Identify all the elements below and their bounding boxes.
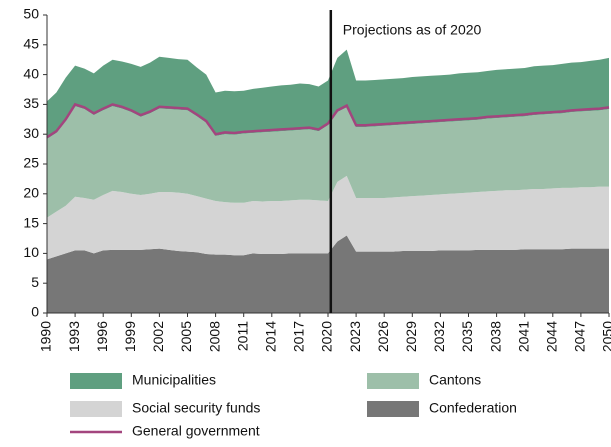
x-tick-label: 2005 (178, 321, 194, 352)
y-tick-label: 20 (23, 185, 39, 201)
area (47, 235, 609, 313)
legend-label: Cantons (429, 372, 481, 388)
area (47, 175, 609, 260)
y-tick-label: 10 (23, 244, 39, 260)
legend-label: Social security funds (132, 400, 260, 416)
y-tick-label: 15 (23, 214, 39, 230)
x-tick-label: 1996 (94, 321, 110, 352)
annotation-bg (336, 18, 537, 42)
x-tick-label: 1999 (122, 321, 138, 352)
x-tick-label: 2008 (206, 321, 222, 352)
x-tick-label: 2014 (263, 321, 279, 352)
x-tick-label: 2020 (319, 321, 335, 352)
y-tick-label: 50 (23, 6, 39, 22)
legend-swatch (70, 401, 122, 417)
x-tick-label: 2050 (600, 321, 611, 352)
legend-label: Confederation (429, 400, 517, 416)
x-tick-label: 1990 (38, 321, 54, 352)
line (46, 102, 610, 139)
y-tick-label: 5 (31, 274, 39, 290)
legend-swatch (367, 373, 419, 389)
y-tick-label: 45 (23, 36, 39, 52)
x-tick-label: 2026 (375, 321, 391, 352)
x-tick-label: 2047 (572, 321, 588, 352)
annotation: Projections as of 2020 (343, 22, 482, 38)
legend-label: Municipalities (132, 372, 216, 388)
x-tick-label: 2011 (234, 321, 250, 351)
y-tick-label: 25 (23, 155, 39, 171)
legend-swatch (367, 401, 419, 417)
y-tick-label: 30 (23, 125, 39, 141)
legend-label: General government (132, 423, 260, 439)
area (47, 49, 609, 139)
y-tick-label: 40 (23, 65, 39, 81)
x-tick-label: 2038 (487, 321, 503, 352)
x-tick-label: 2023 (347, 321, 363, 352)
x-tick-label: 2035 (459, 321, 475, 352)
legend-swatch (70, 373, 122, 389)
x-tick-label: 1993 (66, 321, 82, 352)
x-tick-label: 2029 (403, 321, 419, 352)
y-tick-label: 35 (23, 95, 39, 111)
x-tick-label: 2002 (150, 321, 166, 352)
y-tick-label: 0 (31, 304, 39, 320)
area (47, 106, 609, 218)
x-tick-label: 2044 (544, 321, 560, 352)
x-tick-label: 2041 (515, 321, 531, 352)
x-tick-label: 2032 (431, 321, 447, 352)
x-tick-label: 2017 (291, 321, 307, 352)
